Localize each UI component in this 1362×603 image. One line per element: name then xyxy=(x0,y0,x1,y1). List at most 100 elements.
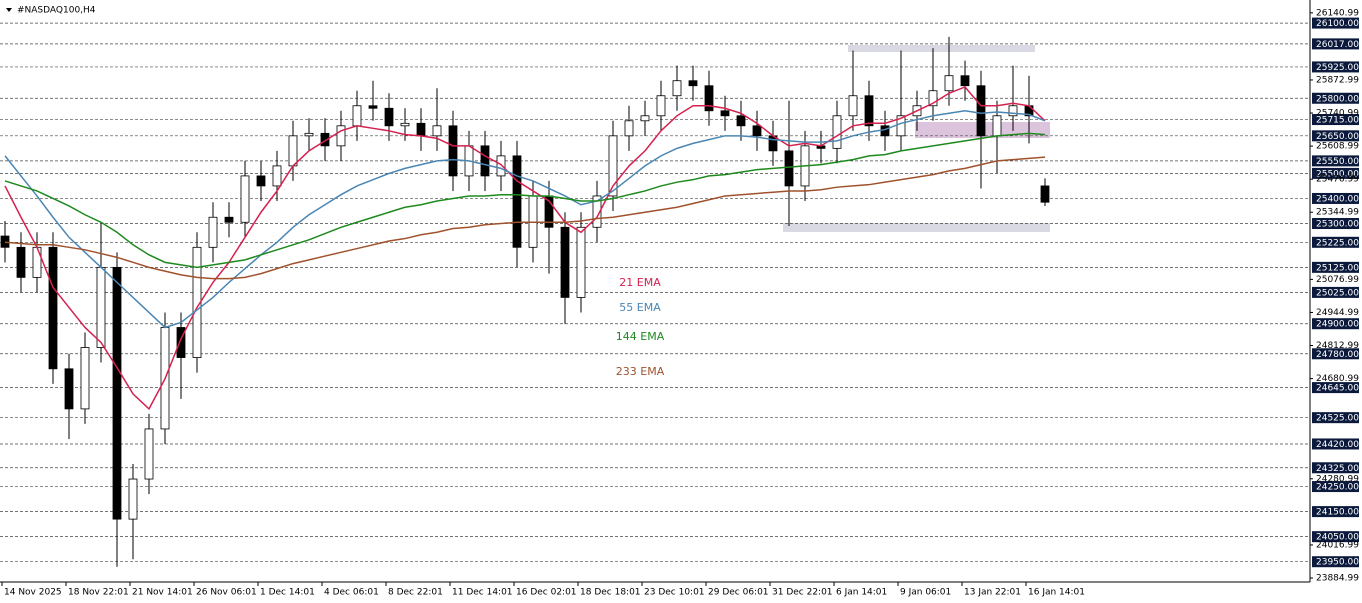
level-label-box xyxy=(1312,17,1359,29)
candle-body xyxy=(32,246,42,278)
candle-body xyxy=(64,368,74,410)
level-label: 24050.00 xyxy=(1316,533,1359,543)
level-label: 26017.00 xyxy=(1316,40,1359,50)
level-label: 25400.00 xyxy=(1316,194,1359,204)
x-tick-label: 1 Dec 14:01 xyxy=(260,588,315,598)
level-label-box xyxy=(1312,61,1359,73)
candle-body xyxy=(384,107,394,127)
x-tick-label: 16 Jan 14:01 xyxy=(1028,588,1085,598)
candle-body xyxy=(80,347,90,410)
level-label-box xyxy=(1312,531,1359,543)
ema-line xyxy=(4,86,1046,411)
ema-label: 144 EMA xyxy=(616,330,665,343)
y-tick-label: 25740.99 xyxy=(1316,109,1359,119)
x-tick-label: 9 Jan 06:01 xyxy=(900,588,951,598)
x-tick-label: 31 Dec 22:01 xyxy=(772,588,833,598)
menu-icon[interactable] xyxy=(6,8,12,12)
level-label: 24900.00 xyxy=(1316,320,1359,330)
candle-body xyxy=(448,125,458,177)
y-tick-label: 24812.99 xyxy=(1316,341,1359,351)
candle-body xyxy=(576,226,586,298)
level-label: 24325.00 xyxy=(1316,464,1359,474)
level-label: 24645.00 xyxy=(1316,384,1359,394)
candle-body xyxy=(208,216,218,248)
candle-body xyxy=(1040,185,1050,203)
level-label-box xyxy=(1312,506,1359,518)
candle-body xyxy=(288,135,298,167)
candle-body xyxy=(496,155,506,177)
candle-body xyxy=(320,132,330,147)
ema-line xyxy=(4,156,1046,280)
level-label: 23950.00 xyxy=(1316,558,1359,568)
level-label-box xyxy=(1312,438,1359,450)
candle-body xyxy=(640,115,650,122)
zone xyxy=(848,45,1035,52)
y-tick-label: 24680.99 xyxy=(1316,374,1359,384)
level-label: 25300.00 xyxy=(1316,220,1359,230)
x-tick-label: 11 Dec 14:01 xyxy=(452,588,513,598)
candle-body xyxy=(272,165,282,187)
x-tick-label: 18 Dec 18:01 xyxy=(580,588,641,598)
level-label-box xyxy=(1312,481,1359,493)
candle-body xyxy=(976,85,986,137)
candle-body xyxy=(176,327,186,358)
level-label-box xyxy=(1312,462,1359,474)
x-tick-label: 13 Jan 22:01 xyxy=(964,588,1021,598)
candle-body xyxy=(560,226,570,298)
level-label-box xyxy=(1312,286,1359,298)
level-label: 24150.00 xyxy=(1316,508,1359,518)
level-label: 25550.00 xyxy=(1316,157,1359,167)
level-label: 25650.00 xyxy=(1316,132,1359,142)
candle-body xyxy=(864,95,874,127)
candle-body xyxy=(656,95,666,117)
y-tick-label: 24016.99 xyxy=(1316,540,1359,550)
level-label-box xyxy=(1312,348,1359,360)
ema-line xyxy=(4,110,1046,329)
candle-body xyxy=(416,122,426,137)
candle-body xyxy=(96,266,106,348)
level-label-box xyxy=(1312,192,1359,204)
candle-body xyxy=(592,195,602,228)
candle-body xyxy=(896,115,906,137)
x-tick-label: 21 Nov 14:01 xyxy=(132,588,193,598)
ema-label: 55 EMA xyxy=(619,301,661,314)
x-tick-label: 18 Nov 22:01 xyxy=(68,588,129,598)
candle-body xyxy=(0,235,10,248)
level-label-box xyxy=(1312,38,1359,50)
candle-body xyxy=(336,125,346,147)
x-tick-label: 8 Dec 22:01 xyxy=(388,588,443,598)
level-label-box xyxy=(1312,155,1359,167)
y-tick-label: 23884.99 xyxy=(1316,573,1359,583)
candle-body xyxy=(432,125,442,137)
candle-body xyxy=(688,80,698,87)
candle-body xyxy=(832,115,842,149)
level-label-box xyxy=(1312,556,1359,568)
candle-body xyxy=(352,105,362,127)
level-label-box xyxy=(1312,382,1359,394)
x-tick-label: 6 Jan 14:01 xyxy=(836,588,887,598)
y-tick-label: 24280.99 xyxy=(1316,474,1359,484)
level-label-box xyxy=(1312,167,1359,179)
level-label-box xyxy=(1312,318,1359,330)
candle-body xyxy=(944,75,954,92)
level-label: 24780.00 xyxy=(1316,350,1359,360)
level-label-box xyxy=(1312,130,1359,142)
level-label: 25125.00 xyxy=(1316,263,1359,273)
candle-body xyxy=(848,95,858,117)
candle-body xyxy=(928,90,938,107)
ema-label: 233 EMA xyxy=(616,365,665,378)
level-label-box xyxy=(1312,114,1359,126)
candle-body xyxy=(16,246,26,278)
level-label: 25500.00 xyxy=(1316,169,1359,179)
candle-body xyxy=(512,155,522,248)
candle-body xyxy=(672,80,682,97)
y-tick-label: 24944.99 xyxy=(1316,308,1359,318)
x-tick-label: 26 Nov 06:01 xyxy=(196,588,257,598)
level-label: 25800.00 xyxy=(1316,94,1359,104)
y-tick-label: 25076.99 xyxy=(1316,275,1359,285)
candle-body xyxy=(784,150,794,187)
x-tick-label: 16 Dec 02:01 xyxy=(516,588,577,598)
candle-body xyxy=(128,478,138,520)
level-label: 26100.00 xyxy=(1316,19,1359,29)
